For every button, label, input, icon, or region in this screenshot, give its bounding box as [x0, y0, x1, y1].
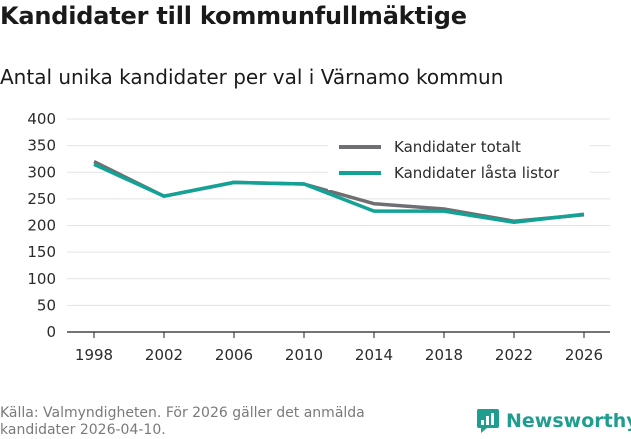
legend-background	[328, 126, 590, 190]
x-tick-label: 1998	[75, 346, 113, 364]
y-tick-label: 300	[27, 163, 56, 181]
x-tick-label: 2022	[495, 346, 533, 364]
series-lines	[93, 160, 585, 225]
x-tick-label: 2026	[565, 346, 603, 364]
y-tick-label: 350	[27, 137, 56, 155]
brand-logo: Newsworthy	[476, 408, 631, 434]
x-tick-label: 2006	[215, 346, 253, 364]
y-tick-label: 200	[27, 217, 56, 235]
line-chart: 0 50 100 150 200 250 300 350 400 1998 2002 2006 201…	[27, 110, 610, 364]
y-tick-label: 0	[46, 323, 56, 341]
brand-name: Newsworthy	[506, 410, 631, 432]
source-note: Källa: Valmyndigheten. För 2026 gäller d…	[0, 405, 365, 438]
y-tick-label: 400	[27, 110, 56, 128]
y-axis-ticks: 0 50 100 150 200 250 300 350 400	[27, 110, 56, 341]
x-tick-label: 2002	[145, 346, 183, 364]
chart-title: Kandidater till kommunfullmäktige	[0, 2, 467, 30]
y-tick-label: 100	[27, 270, 56, 288]
legend-label-1: Kandidater totalt	[394, 138, 521, 156]
y-tick-label: 50	[37, 296, 56, 314]
series-line-2	[93, 162, 585, 225]
x-tick-label: 2014	[355, 346, 393, 364]
y-tick-label: 150	[27, 243, 56, 261]
legend-label-2: Kandidater låsta listor	[394, 164, 560, 182]
x-tick-label: 2010	[285, 346, 323, 364]
legend: Kandidater totalt Kandidater låsta listor	[328, 126, 590, 190]
x-axis-ticks: 1998 2002 2006 2010 2014 2018 2022 2026	[75, 332, 603, 364]
x-tick-label: 2018	[425, 346, 463, 364]
newsworthy-logo-icon	[477, 409, 499, 433]
chart-subtitle: Antal unika kandidater per val i Värnamo…	[0, 65, 504, 89]
y-tick-label: 250	[27, 190, 56, 208]
